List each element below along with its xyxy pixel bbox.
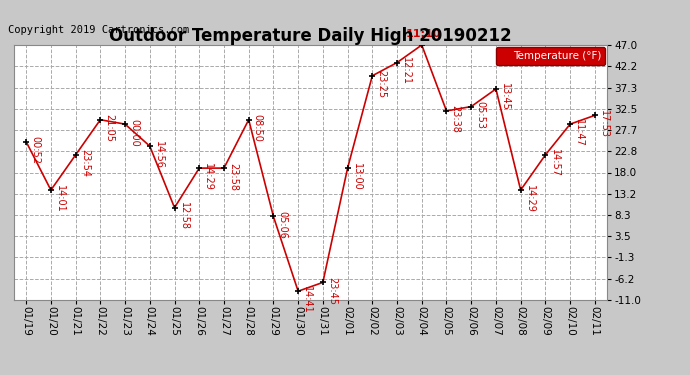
Text: 13:45: 13:45 (500, 83, 510, 111)
Text: 23:58: 23:58 (228, 162, 238, 190)
Text: 23:38: 23:38 (451, 105, 461, 133)
Text: 23:54: 23:54 (80, 149, 90, 177)
Text: 14:41: 14:41 (302, 286, 313, 314)
Text: 14:57: 14:57 (549, 149, 560, 177)
Text: 08:50: 08:50 (253, 114, 263, 142)
Legend: Temperature (°F): Temperature (°F) (496, 47, 605, 65)
Text: 05:53: 05:53 (475, 101, 485, 129)
Text: 00:00: 00:00 (129, 118, 139, 146)
Text: 05:06: 05:06 (277, 211, 288, 239)
Text: 23:45: 23:45 (327, 277, 337, 305)
Text: 11:47: 11:47 (574, 118, 584, 147)
Text: 14:56: 14:56 (154, 141, 164, 168)
Text: 14:29: 14:29 (525, 184, 535, 212)
Text: 00:52: 00:52 (30, 136, 40, 164)
Text: 17:53: 17:53 (599, 110, 609, 138)
Text: 14:01: 14:01 (55, 184, 65, 212)
Text: 12:21: 12:21 (401, 57, 411, 85)
Text: 12:58: 12:58 (179, 202, 188, 230)
Text: 21:05: 21:05 (104, 114, 115, 142)
Title: Outdoor Temperature Daily High 20190212: Outdoor Temperature Daily High 20190212 (109, 27, 512, 45)
Text: 13:00: 13:00 (352, 162, 362, 190)
Text: 14:29: 14:29 (204, 162, 213, 190)
Text: 23:25: 23:25 (377, 70, 386, 98)
Text: 11:10: 11:10 (406, 30, 441, 39)
Text: Copyright 2019 Cartronics.com: Copyright 2019 Cartronics.com (8, 25, 189, 35)
